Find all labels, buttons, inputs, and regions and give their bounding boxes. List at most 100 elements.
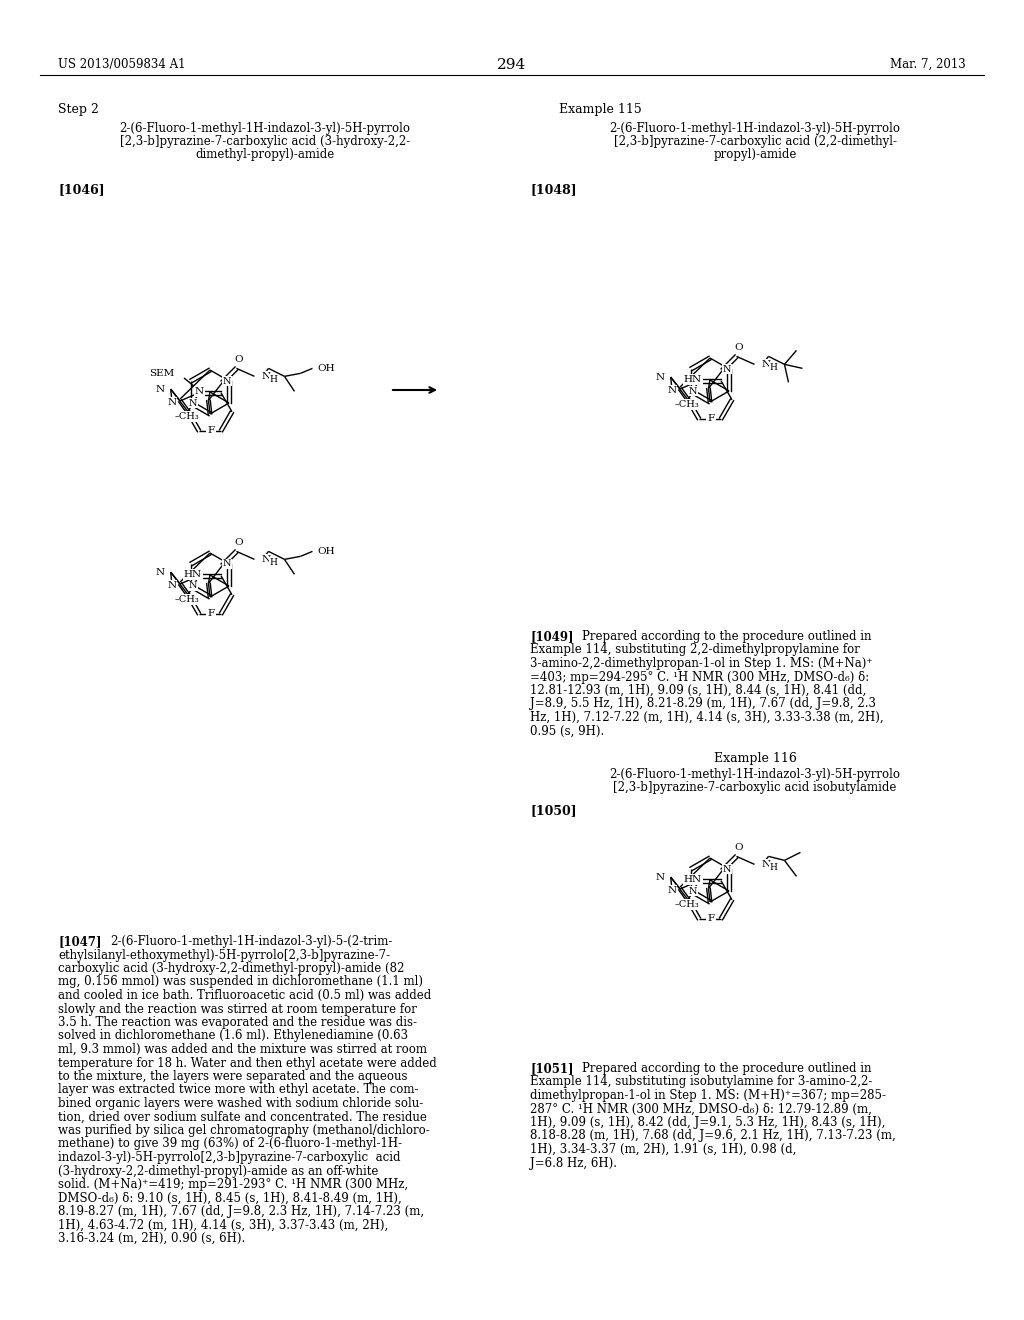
Text: N: N bbox=[156, 568, 165, 577]
Text: DMSO-d₆) δ: 9.10 (s, 1H), 8.45 (s, 1H), 8.41-8.49 (m, 1H),: DMSO-d₆) δ: 9.10 (s, 1H), 8.45 (s, 1H), … bbox=[58, 1192, 401, 1204]
Text: tion, dried over sodium sulfate and concentrated. The residue: tion, dried over sodium sulfate and conc… bbox=[58, 1110, 427, 1123]
Text: N: N bbox=[655, 873, 665, 882]
Text: N: N bbox=[156, 384, 165, 393]
Text: 0.95 (s, 9H).: 0.95 (s, 9H). bbox=[530, 725, 604, 738]
Text: [2,3-b]pyrazine-7-carboxylic acid isobutylamide: [2,3-b]pyrazine-7-carboxylic acid isobut… bbox=[613, 781, 897, 795]
Text: N: N bbox=[723, 364, 731, 374]
Text: F: F bbox=[708, 915, 715, 924]
Text: H: H bbox=[269, 558, 278, 566]
Text: [1050]: [1050] bbox=[530, 804, 577, 817]
Text: [1048]: [1048] bbox=[530, 183, 577, 195]
Text: N: N bbox=[689, 387, 697, 396]
Text: methane) to give 39 mg (63%) of 2-(6-fluoro-1-methyl-1H-: methane) to give 39 mg (63%) of 2-(6-flu… bbox=[58, 1138, 402, 1151]
Text: solid. (M+Na)⁺=419; mp=291-293° C. ¹H NMR (300 MHz,: solid. (M+Na)⁺=419; mp=291-293° C. ¹H NM… bbox=[58, 1177, 409, 1191]
Text: (3-hydroxy-2,2-dimethyl-propyl)-amide as an off-white: (3-hydroxy-2,2-dimethyl-propyl)-amide as… bbox=[58, 1164, 379, 1177]
Text: Example 114, substituting 2,2-dimethylpropylamine for: Example 114, substituting 2,2-dimethylpr… bbox=[530, 644, 860, 656]
Text: OH: OH bbox=[317, 364, 335, 372]
Text: solved in dichloromethane (1.6 ml). Ethylenediamine (0.63: solved in dichloromethane (1.6 ml). Ethy… bbox=[58, 1030, 409, 1043]
Text: F: F bbox=[208, 426, 215, 436]
Text: Mar. 7, 2013: Mar. 7, 2013 bbox=[890, 58, 966, 71]
Text: Hz, 1H), 7.12-7.22 (m, 1H), 4.14 (s, 3H), 3.33-3.38 (m, 2H),: Hz, 1H), 7.12-7.22 (m, 1H), 4.14 (s, 3H)… bbox=[530, 711, 884, 723]
Text: [2,3-b]pyrazine-7-carboxylic acid (3-hydroxy-2,2-: [2,3-b]pyrazine-7-carboxylic acid (3-hyd… bbox=[120, 135, 411, 148]
Text: O: O bbox=[234, 355, 243, 364]
Text: 2-(6-Fluoro-1-methyl-1H-indazol-3-yl)-5H-pyrrolo: 2-(6-Fluoro-1-methyl-1H-indazol-3-yl)-5H… bbox=[120, 121, 411, 135]
Text: 2-(6-Fluoro-1-methyl-1H-indazol-3-yl)-5-(2-trim-: 2-(6-Fluoro-1-methyl-1H-indazol-3-yl)-5-… bbox=[110, 935, 392, 948]
Text: [1049]: [1049] bbox=[530, 630, 573, 643]
Text: propyl)-amide: propyl)-amide bbox=[714, 148, 797, 161]
Text: [1047]: [1047] bbox=[58, 935, 101, 948]
Text: bined organic layers were washed with sodium chloride solu-: bined organic layers were washed with so… bbox=[58, 1097, 423, 1110]
Text: N: N bbox=[167, 581, 176, 590]
Text: ml, 9.3 mmol) was added and the mixture was stirred at room: ml, 9.3 mmol) was added and the mixture … bbox=[58, 1043, 427, 1056]
Text: J=8.9, 5.5 Hz, 1H), 8.21-8.29 (m, 1H), 7.67 (dd, J=9.8, 2.3: J=8.9, 5.5 Hz, 1H), 8.21-8.29 (m, 1H), 7… bbox=[530, 697, 876, 710]
Text: to the mixture, the layers were separated and the aqueous: to the mixture, the layers were separate… bbox=[58, 1071, 408, 1082]
Text: O: O bbox=[234, 537, 243, 546]
Text: =403; mp=294-295° C. ¹H NMR (300 MHz, DMSO-d₆) δ:: =403; mp=294-295° C. ¹H NMR (300 MHz, DM… bbox=[530, 671, 869, 684]
Text: 3.5 h. The reaction was evaporated and the residue was dis-: 3.5 h. The reaction was evaporated and t… bbox=[58, 1016, 417, 1030]
Text: ethylsilanyl-ethoxymethyl)-5H-pyrrolo[2,3-b]pyrazine-7-: ethylsilanyl-ethoxymethyl)-5H-pyrrolo[2,… bbox=[58, 949, 390, 961]
Text: N: N bbox=[188, 582, 198, 590]
Text: N: N bbox=[223, 560, 231, 569]
Text: 1H), 9.09 (s, 1H), 8.42 (dd, J=9.1, 5.3 Hz, 1H), 8.43 (s, 1H),: 1H), 9.09 (s, 1H), 8.42 (dd, J=9.1, 5.3 … bbox=[530, 1115, 886, 1129]
Text: mg, 0.156 mmol) was suspended in dichloromethane (1.1 ml): mg, 0.156 mmol) was suspended in dichlor… bbox=[58, 975, 423, 989]
Text: F: F bbox=[208, 610, 215, 618]
Text: OH: OH bbox=[317, 546, 335, 556]
Text: indazol-3-yl)-5H-pyrrolo[2,3-b]pyrazine-7-carboxylic  acid: indazol-3-yl)-5H-pyrrolo[2,3-b]pyrazine-… bbox=[58, 1151, 400, 1164]
Text: 1H), 4.63-4.72 (m, 1H), 4.14 (s, 3H), 3.37-3.43 (m, 2H),: 1H), 4.63-4.72 (m, 1H), 4.14 (s, 3H), 3.… bbox=[58, 1218, 388, 1232]
Text: –CH₃: –CH₃ bbox=[175, 594, 200, 603]
Text: F: F bbox=[708, 414, 715, 424]
Text: 294: 294 bbox=[498, 58, 526, 73]
Text: N: N bbox=[667, 887, 676, 895]
Text: [2,3-b]pyrazine-7-carboxylic acid (2,2-dimethyl-: [2,3-b]pyrazine-7-carboxylic acid (2,2-d… bbox=[613, 135, 896, 148]
Text: –CH₃: –CH₃ bbox=[175, 412, 200, 421]
Text: N: N bbox=[762, 859, 771, 869]
Text: 1H), 3.34-3.37 (m, 2H), 1.91 (s, 1H), 0.98 (d,: 1H), 3.34-3.37 (m, 2H), 1.91 (s, 1H), 0.… bbox=[530, 1143, 797, 1156]
Text: and cooled in ice bath. Trifluoroacetic acid (0.5 ml) was added: and cooled in ice bath. Trifluoroacetic … bbox=[58, 989, 431, 1002]
Text: dimethyl-propyl)-amide: dimethyl-propyl)-amide bbox=[196, 148, 335, 161]
Text: layer was extracted twice more with ethyl acetate. The com-: layer was extracted twice more with ethy… bbox=[58, 1084, 419, 1097]
Text: 2-(6-Fluoro-1-methyl-1H-indazol-3-yl)-5H-pyrrolo: 2-(6-Fluoro-1-methyl-1H-indazol-3-yl)-5H… bbox=[609, 768, 900, 781]
Text: [1046]: [1046] bbox=[58, 183, 104, 195]
Text: US 2013/0059834 A1: US 2013/0059834 A1 bbox=[58, 58, 185, 71]
Text: N: N bbox=[188, 399, 198, 408]
Text: Example 114, substituting isobutylamine for 3-amino-2,2-: Example 114, substituting isobutylamine … bbox=[530, 1076, 872, 1089]
Text: slowly and the reaction was stirred at room temperature for: slowly and the reaction was stirred at r… bbox=[58, 1002, 417, 1015]
Text: N: N bbox=[223, 376, 231, 385]
Text: was purified by silica gel chromatography (methanol/dichloro-: was purified by silica gel chromatograph… bbox=[58, 1125, 430, 1137]
Text: H: H bbox=[769, 363, 777, 372]
Text: Step 2: Step 2 bbox=[58, 103, 99, 116]
Text: 3.16-3.24 (m, 2H), 0.90 (s, 6H).: 3.16-3.24 (m, 2H), 0.90 (s, 6H). bbox=[58, 1232, 246, 1245]
Text: 8.19-8.27 (m, 1H), 7.67 (dd, J=9.8, 2.3 Hz, 1H), 7.14-7.23 (m,: 8.19-8.27 (m, 1H), 7.67 (dd, J=9.8, 2.3 … bbox=[58, 1205, 424, 1218]
Text: Example 115: Example 115 bbox=[559, 103, 641, 116]
Text: HN: HN bbox=[684, 375, 702, 384]
Text: N: N bbox=[723, 865, 731, 874]
Text: N: N bbox=[261, 372, 270, 381]
Text: H: H bbox=[769, 863, 777, 873]
Text: Prepared according to the procedure outlined in: Prepared according to the procedure outl… bbox=[582, 1063, 871, 1074]
Text: N: N bbox=[167, 399, 176, 408]
Text: HN: HN bbox=[684, 875, 702, 884]
Text: Prepared according to the procedure outlined in: Prepared according to the procedure outl… bbox=[582, 630, 871, 643]
Text: –CH₃: –CH₃ bbox=[675, 899, 699, 908]
Text: N: N bbox=[261, 554, 270, 564]
Text: N: N bbox=[655, 372, 665, 381]
Text: J=6.8 Hz, 6H).: J=6.8 Hz, 6H). bbox=[530, 1156, 617, 1170]
Text: temperature for 18 h. Water and then ethyl acetate were added: temperature for 18 h. Water and then eth… bbox=[58, 1056, 437, 1069]
Text: H: H bbox=[269, 375, 278, 384]
Text: N: N bbox=[689, 887, 697, 895]
Text: 3-amino-2,2-dimethylpropan-1-ol in Step 1. MS: (M+Na)⁺: 3-amino-2,2-dimethylpropan-1-ol in Step … bbox=[530, 657, 872, 671]
Text: O: O bbox=[734, 343, 742, 352]
Text: N: N bbox=[762, 360, 771, 368]
Text: HN: HN bbox=[184, 570, 202, 579]
Text: dimethylpropan-1-ol in Step 1. MS: (M+H)⁺=367; mp=285-: dimethylpropan-1-ol in Step 1. MS: (M+H)… bbox=[530, 1089, 886, 1102]
Text: Example 116: Example 116 bbox=[714, 752, 797, 766]
Text: 2-(6-Fluoro-1-methyl-1H-indazol-3-yl)-5H-pyrrolo: 2-(6-Fluoro-1-methyl-1H-indazol-3-yl)-5H… bbox=[609, 121, 900, 135]
Text: N: N bbox=[195, 388, 204, 396]
Text: SEM: SEM bbox=[148, 370, 174, 379]
Text: –CH₃: –CH₃ bbox=[675, 400, 699, 409]
Text: O: O bbox=[734, 843, 742, 851]
Text: [1051]: [1051] bbox=[530, 1063, 573, 1074]
Text: 8.18-8.28 (m, 1H), 7.68 (dd, J=9.6, 2.1 Hz, 1H), 7.13-7.23 (m,: 8.18-8.28 (m, 1H), 7.68 (dd, J=9.6, 2.1 … bbox=[530, 1130, 896, 1143]
Text: N: N bbox=[667, 387, 676, 396]
Text: 12.81-12.93 (m, 1H), 9.09 (s, 1H), 8.44 (s, 1H), 8.41 (dd,: 12.81-12.93 (m, 1H), 9.09 (s, 1H), 8.44 … bbox=[530, 684, 866, 697]
